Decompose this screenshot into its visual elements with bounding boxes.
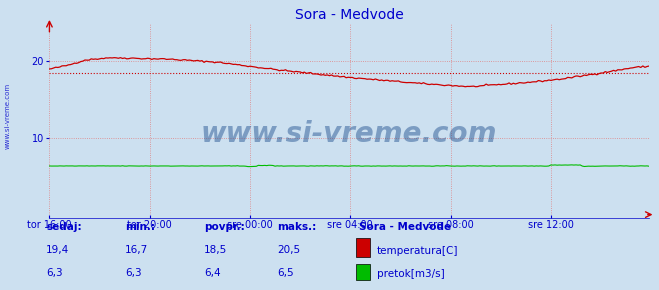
Text: maks.:: maks.: xyxy=(277,222,316,232)
Text: www.si-vreme.com: www.si-vreme.com xyxy=(5,83,11,149)
Text: 6,3: 6,3 xyxy=(46,269,63,278)
Text: temperatura[C]: temperatura[C] xyxy=(377,246,459,256)
Text: 6,4: 6,4 xyxy=(204,269,221,278)
Text: min.:: min.: xyxy=(125,222,156,232)
Text: sedaj:: sedaj: xyxy=(46,222,82,232)
Text: 16,7: 16,7 xyxy=(125,245,148,255)
Text: povpr.:: povpr.: xyxy=(204,222,245,232)
Text: 6,3: 6,3 xyxy=(125,269,142,278)
Text: pretok[m3/s]: pretok[m3/s] xyxy=(377,269,445,279)
Text: 6,5: 6,5 xyxy=(277,269,293,278)
Text: www.si-vreme.com: www.si-vreme.com xyxy=(201,120,498,148)
Text: 18,5: 18,5 xyxy=(204,245,227,255)
Text: Sora - Medvode: Sora - Medvode xyxy=(359,222,451,232)
Text: 19,4: 19,4 xyxy=(46,245,69,255)
Text: 20,5: 20,5 xyxy=(277,245,300,255)
Title: Sora - Medvode: Sora - Medvode xyxy=(295,8,404,22)
